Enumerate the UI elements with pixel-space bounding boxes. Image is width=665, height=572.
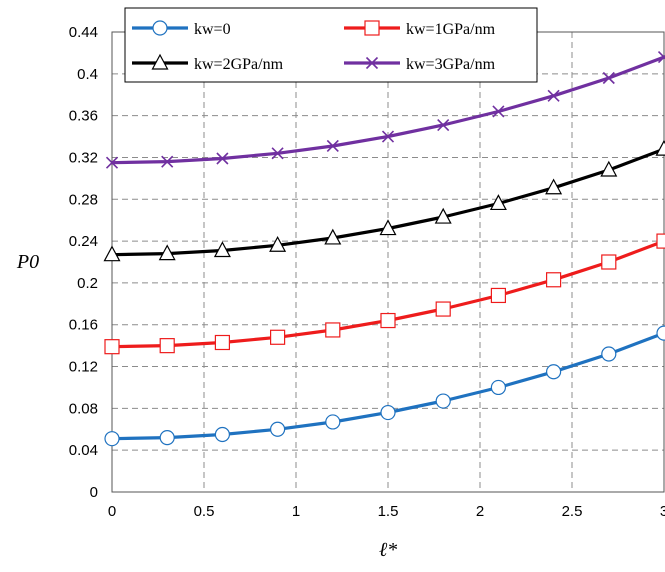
data-point-1-5 [380, 312, 396, 329]
legend-entry-3: kw=3GPa/nm [344, 56, 496, 73]
data-point-3-6 [437, 118, 450, 132]
legend-marker-2 [151, 53, 169, 70]
legend-box [124, 7, 538, 83]
data-point-0-7 [490, 379, 506, 396]
series-3 [105, 51, 665, 169]
legend-marker-1 [364, 20, 380, 36]
series-0 [104, 325, 665, 447]
series-group [103, 51, 665, 447]
data-point-0-3 [270, 421, 286, 437]
data-point-2-4 [324, 228, 342, 245]
x-tick-label-1: 0.5 [194, 503, 215, 520]
x-tick-label-6: 3 [660, 503, 665, 520]
data-point-2-8 [545, 178, 563, 195]
x-axis-title: ℓ* [379, 539, 397, 561]
y-tick-label-10: 0.4 [77, 66, 98, 83]
y-tick-label-3: 0.12 [69, 359, 98, 376]
data-point-3-2 [216, 152, 229, 165]
data-point-2-1 [158, 244, 176, 261]
data-point-3-7 [492, 105, 505, 118]
data-point-3-0 [105, 156, 119, 169]
data-point-2-6 [434, 207, 452, 224]
data-point-2-2 [213, 241, 231, 258]
data-point-3-5 [381, 130, 395, 143]
y-tick-label-9: 0.36 [69, 108, 98, 125]
data-point-0-6 [435, 393, 451, 409]
x-tick-labels: 0 0.5 1 1.5 2 2.5 3 [108, 503, 665, 520]
data-point-2-5 [379, 219, 397, 236]
data-point-0-10 [656, 325, 665, 341]
legend-label-2: kw=2GPa/nm [194, 56, 284, 73]
legend-entry-0: kw=0 [132, 20, 231, 38]
legend: kw=0 kw=1GPa/nm kw=2GPa/nm kw=3GPa/nm [124, 7, 538, 83]
y-tick-label-8: 0.32 [69, 149, 98, 166]
data-point-3-1 [161, 155, 174, 168]
grid-lines [111, 31, 665, 493]
x-tick-label-4: 2 [476, 503, 484, 520]
y-tick-label-5: 0.2 [77, 275, 98, 292]
data-point-1-6 [435, 301, 451, 317]
y-tick-label-6: 0.24 [69, 233, 98, 250]
legend-label-3: kw=3GPa/nm [406, 56, 496, 73]
data-point-3-8 [547, 89, 560, 102]
y-tick-label-4: 0.16 [69, 317, 98, 334]
data-point-3-3 [271, 147, 284, 160]
y-tick-label-7: 0.28 [69, 191, 98, 208]
y-tick-label-1: 0.04 [69, 442, 98, 459]
data-point-0-5 [380, 404, 396, 421]
legend-entry-1: kw=1GPa/nm [344, 20, 496, 38]
legend-marker-0 [152, 20, 168, 36]
y-axis-title: P0 [16, 251, 39, 273]
x-tick-label-5: 2.5 [562, 503, 583, 520]
data-point-2-7 [489, 194, 507, 211]
legend-label-0: kw=0 [194, 21, 231, 38]
data-point-1-2 [214, 334, 230, 351]
data-point-3-9 [602, 71, 615, 85]
data-point-0-0 [104, 431, 120, 447]
data-point-2-9 [600, 160, 618, 177]
y-tick-label-2: 0.08 [69, 400, 98, 417]
data-point-0-9 [601, 346, 617, 362]
legend-entries: kw=0 kw=1GPa/nm kw=2GPa/nm kw=3GPa/nm [132, 20, 496, 73]
data-point-0-2 [214, 426, 230, 443]
data-point-1-1 [159, 338, 175, 354]
data-point-2-3 [269, 236, 287, 252]
x-tick-label-3: 1.5 [378, 503, 399, 520]
data-point-3-10 [657, 51, 665, 64]
data-point-1-7 [490, 287, 506, 304]
x-tick-label-2: 1 [292, 503, 300, 520]
series-1 [104, 233, 665, 355]
data-point-1-9 [601, 254, 617, 270]
legend-entry-2: kw=2GPa/nm [132, 53, 284, 73]
data-point-2-0 [103, 245, 121, 262]
data-point-0-8 [545, 364, 562, 380]
data-point-3-4 [326, 139, 339, 153]
data-point-1-8 [545, 272, 562, 288]
data-point-0-1 [159, 430, 175, 446]
data-point-1-0 [104, 339, 120, 355]
data-point-1-3 [270, 329, 286, 345]
y-tick-label-0: 0 [90, 484, 98, 501]
data-point-2-10 [655, 139, 665, 156]
legend-label-1: kw=1GPa/nm [406, 21, 496, 38]
y-tick-labels: 0 0.04 0.08 0.12 0.16 0.2 0.24 0.28 0.32 0.36 0.4 0… [69, 24, 98, 501]
y-tick-label-11: 0.44 [69, 24, 98, 41]
x-tick-label-0: 0 [108, 503, 116, 520]
data-point-1-10 [656, 233, 665, 249]
series-2 [103, 139, 665, 262]
legend-marker-3 [365, 56, 379, 70]
data-point-0-4 [325, 414, 341, 430]
data-point-1-4 [325, 322, 341, 338]
